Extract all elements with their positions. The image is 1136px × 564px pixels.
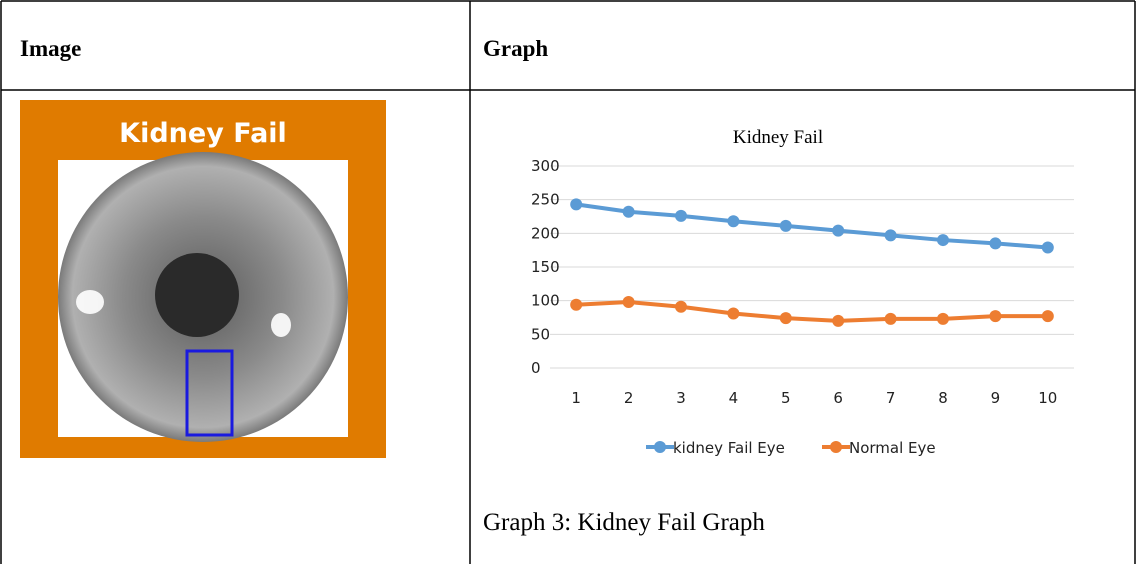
legend-label: Normal Eye: [849, 439, 936, 457]
point: [780, 220, 792, 232]
image-title: Kidney Fail: [119, 118, 287, 149]
x-tick-label: 10: [1038, 389, 1057, 407]
point: [675, 301, 687, 313]
point: [623, 296, 635, 308]
page: Image Graph Kidney Fail Kidney Fail Grap…: [0, 0, 1136, 564]
chart-title: Kidney Fail: [733, 127, 823, 148]
x-tick-label: 4: [729, 389, 739, 407]
header-cell: Graph: [483, 36, 548, 61]
point: [937, 313, 949, 325]
document: Image Graph Kidney Fail Kidney Fail Grap…: [0, 0, 1136, 564]
header-cell: Image: [20, 36, 81, 61]
y-tick-label: 200: [531, 224, 560, 242]
x-tick-label: 9: [991, 389, 1001, 407]
y-tick-label: 150: [531, 258, 560, 276]
line: [576, 204, 1048, 247]
x-tick-label: 1: [571, 389, 581, 407]
point: [1042, 310, 1054, 322]
point: [780, 312, 792, 324]
y-tick-label: 250: [531, 191, 560, 209]
eye-image: [20, 100, 386, 458]
point: [832, 315, 844, 327]
point: [989, 310, 1001, 322]
legend-marker: [830, 441, 842, 453]
point: [623, 206, 635, 218]
x-tick-label: 3: [676, 389, 686, 407]
point: [885, 229, 897, 241]
x-tick-label: 6: [833, 389, 843, 407]
point: [885, 313, 897, 325]
y-tick-label: 300: [531, 157, 560, 175]
point: [675, 210, 687, 222]
point: [727, 215, 739, 227]
point: [570, 299, 582, 311]
x-tick-label: 5: [781, 389, 791, 407]
point: [989, 237, 1001, 249]
caption: Graph 3: Kidney Fail Graph: [483, 509, 765, 536]
legend-label: kidney Fail Eye: [673, 439, 785, 457]
y-tick-label: 50: [531, 325, 550, 343]
x-tick-label: 7: [886, 389, 896, 407]
point: [937, 234, 949, 246]
legend-marker: [654, 441, 666, 453]
x-tick-label: 2: [624, 389, 634, 407]
x-tick-label: 8: [938, 389, 948, 407]
line: [576, 302, 1048, 321]
point: [570, 198, 582, 210]
point: [832, 225, 844, 237]
point: [1042, 241, 1054, 253]
point: [727, 307, 739, 319]
y-tick-label: 0: [531, 359, 541, 377]
y-tick-label: 100: [531, 292, 560, 310]
